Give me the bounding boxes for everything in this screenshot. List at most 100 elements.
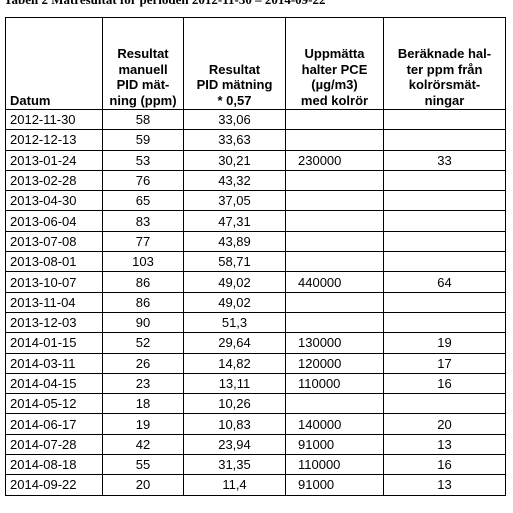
table-cell: 53 [102, 149, 184, 171]
table-cell: 2013-12-03 [5, 311, 103, 334]
table-cell: 2013-04-30 [5, 190, 103, 212]
table-cell: 43,89 [183, 230, 286, 253]
table-cell: 31,35 [183, 454, 286, 476]
table-cell [383, 291, 506, 313]
table-cell [285, 230, 384, 253]
table-cell [383, 129, 506, 151]
table-cell: 440000 [285, 271, 384, 293]
table-row: 2014-09-22 20 11,4 91000 13 [5, 474, 506, 496]
table-cell [383, 210, 506, 232]
table-row: 2014-01-15 52 29,64 130000 19 [5, 332, 506, 354]
table-cell: 18 [102, 393, 184, 415]
table-row: 2013-01-24 53 30,21 230000 33 [5, 149, 506, 171]
table-cell [383, 311, 506, 334]
header-cell: Resultat PID mätning * 0,57 [183, 17, 286, 110]
header-line: ningar [424, 92, 465, 108]
header-cell: Beräknade hal-ter ppm från kolrörsmät-nin… [383, 17, 506, 110]
table-cell: 26 [102, 352, 184, 374]
table-cell: 2014-06-17 [5, 413, 103, 435]
table-row: 2013-02-28 76 43,32 [5, 169, 506, 192]
table-cell: 30,21 [183, 149, 286, 171]
header-line: Beräknade hal- [397, 46, 492, 61]
table-row: 2014-06-17 19 10,83 140000 20 [5, 413, 506, 435]
table-cell: 49,02 [183, 291, 286, 313]
table-cell: 49,02 [183, 271, 286, 293]
table-cell: 52 [102, 332, 184, 354]
table-cell: 29,64 [183, 332, 286, 354]
header-cell: Resultat manuell PID mät-ning (ppm) [102, 17, 184, 110]
table-cell [285, 210, 384, 232]
table-row: 2013-12-03 90 51,3 [5, 311, 506, 334]
header-line: PID mät- [116, 77, 170, 92]
table-cell: 2014-07-28 [5, 433, 103, 456]
header-line: ning (ppm) [109, 92, 177, 108]
table-cell [383, 230, 506, 253]
table-cell [383, 169, 506, 192]
table-cell: 10,83 [183, 413, 286, 435]
table-row: 2014-08-18 55 31,35 110000 16 [5, 454, 506, 476]
table-body: 2012-11-30 58 33,06 2012-12-13 59 33,63 2013-0… [5, 108, 506, 496]
table-cell: 10,26 [183, 393, 286, 415]
table-cell: 2014-08-18 [5, 454, 103, 476]
table-cell: 33,63 [183, 129, 286, 151]
table-cell: 110000 [285, 454, 384, 476]
table-row: 2012-11-30 58 33,06 [5, 108, 506, 131]
table-row: 2014-04-15 23 13,11 110000 16 [5, 372, 506, 395]
header-line: manuell [118, 61, 168, 77]
table-cell: 2013-02-28 [5, 169, 103, 192]
table-cell: 59 [102, 129, 184, 151]
table-cell: 83 [102, 210, 184, 232]
table-cell [383, 108, 506, 131]
table-row: 2013-04-30 65 37,05 [5, 190, 506, 212]
table-cell [383, 251, 506, 273]
header-line: Datum [10, 92, 51, 108]
table-cell: 2014-05-12 [5, 393, 103, 415]
table-cell: 13 [383, 474, 506, 496]
table-cell: 58 [102, 108, 184, 131]
table-cell: 230000 [285, 149, 384, 171]
table-row: 2013-06-04 83 47,31 [5, 210, 506, 232]
table-cell: 2014-03-11 [5, 352, 103, 374]
table-cell: 58,71 [183, 251, 286, 273]
header-line: halter PCE [301, 61, 368, 77]
table-cell: 86 [102, 291, 184, 313]
table-row: 2014-07-28 42 23,94 91000 13 [5, 433, 506, 456]
table-cell: 11,4 [183, 474, 286, 496]
table-cell: 2013-07-08 [5, 230, 103, 253]
table-cell: 2014-04-15 [5, 372, 103, 395]
header-cell: Uppmätta halter PCE (µg/m3) med kolrör [285, 17, 384, 110]
table-cell [285, 291, 384, 313]
table-cell: 64 [383, 271, 506, 293]
table-cell [285, 169, 384, 192]
table-cell [285, 251, 384, 273]
table-cell [285, 190, 384, 212]
header-line: med kolrör [300, 92, 369, 108]
table-cell: 2014-01-15 [5, 332, 103, 354]
table-row: 2013-07-08 77 43,89 [5, 230, 506, 253]
table-cell: 110000 [285, 372, 384, 395]
table-row: 2013-08-01 103 58,71 [5, 251, 506, 273]
table-cell: 2014-09-22 [5, 474, 103, 496]
header-line: PID mätning [196, 77, 273, 92]
header-line: kolrörsmät- [408, 77, 481, 92]
header-line: Uppmätta [304, 46, 365, 61]
table-cell: 91000 [285, 433, 384, 456]
table-cell: 86 [102, 271, 184, 293]
table-cell: 2013-01-24 [5, 149, 103, 171]
table-cell: 20 [102, 474, 184, 496]
header-line: (µg/m3) [311, 77, 358, 92]
results-table: Datum Resultat manuell PID mät-ning (ppm) Re… [5, 17, 506, 496]
table-cell: 2013-08-01 [5, 251, 103, 273]
table-cell [285, 129, 384, 151]
table-cell: 140000 [285, 413, 384, 435]
header-line: Resultat [208, 61, 261, 77]
table-cell: 2013-11-04 [5, 291, 103, 313]
table-cell: 2012-12-13 [5, 129, 103, 151]
table-cell: 51,3 [183, 311, 286, 334]
table-row: 2014-03-11 26 14,82 120000 17 [5, 352, 506, 374]
table-cell: 23,94 [183, 433, 286, 456]
table-title: Tabell 2 Mätresultat för perioden 2012-1… [4, 0, 326, 8]
table-cell: 16 [383, 372, 506, 395]
table-cell [285, 108, 384, 131]
